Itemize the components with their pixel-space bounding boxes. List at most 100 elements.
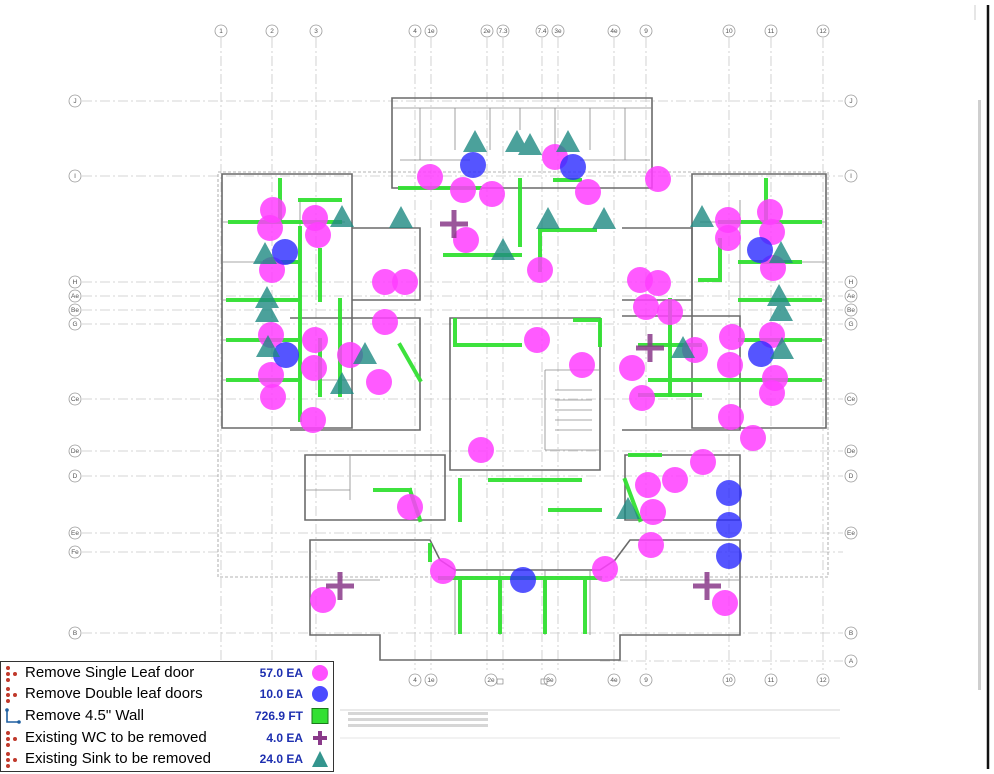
- svg-text:1e: 1e: [427, 28, 435, 35]
- legend-row-double-leaf-door: Remove Double leaf doors 10.0 EA: [1, 684, 333, 704]
- grid-bubble-top: 9: [639, 24, 653, 38]
- svg-text:J: J: [849, 98, 852, 105]
- svg-text:Ee: Ee: [847, 530, 855, 537]
- grid-bubble-right: Ce: [844, 392, 858, 406]
- legend-row-single-leaf-door: Remove Single Leaf door 57.0 EA: [1, 663, 333, 683]
- grid-bubbles: 1 2 3 4 1e 2e 7.3 7.4 3e 4e 9 10 11 124 1e 2e 3e 4e 9 10 11 1…: [68, 24, 858, 687]
- svg-text:I: I: [850, 173, 852, 180]
- grid-bubble-left: H: [68, 275, 82, 289]
- svg-text:4: 4: [413, 28, 417, 35]
- grid-bubble-top: 1: [214, 24, 228, 38]
- legend-label: Remove Single Leaf door: [25, 664, 195, 681]
- legend-quantity: 57.0 EA: [259, 666, 303, 680]
- svg-text:Fe: Fe: [71, 549, 79, 556]
- grid-bubble-left: Ce: [68, 392, 82, 406]
- svg-text:1e: 1e: [427, 677, 435, 684]
- grid-bubble-top: 11: [764, 24, 778, 38]
- legend-label: Remove 4.5" Wall: [25, 707, 144, 724]
- legend-label: Existing WC to be removed: [25, 729, 207, 746]
- svg-text:A: A: [849, 658, 854, 665]
- purple-cross-icon: [313, 731, 327, 745]
- svg-text:11: 11: [768, 28, 775, 35]
- svg-text:10: 10: [725, 28, 733, 35]
- takeoff-linear-icon: [5, 708, 21, 724]
- grid-bubble-bottom: 4: [408, 673, 422, 687]
- svg-text:3: 3: [314, 28, 318, 35]
- svg-text:De: De: [847, 448, 856, 455]
- svg-text:10: 10: [725, 677, 733, 684]
- svg-text:Be: Be: [847, 307, 855, 314]
- svg-text:3e: 3e: [546, 677, 554, 684]
- double-leaf-door-markers: [272, 152, 774, 593]
- legend-quantity: 24.0 EA: [259, 752, 303, 766]
- legend-row-sink: Existing Sink to be removed 24.0 EA: [1, 749, 333, 769]
- teal-triangle-icon: [312, 751, 328, 767]
- grid-bubble-left: De: [68, 444, 82, 458]
- grid-bubble-right: De: [844, 444, 858, 458]
- svg-text:11: 11: [768, 677, 775, 684]
- grid-bubble-top: 2: [265, 24, 279, 38]
- legend-row-wall: Remove 4.5" Wall 726.9 FT: [1, 706, 333, 726]
- grid-bubble-bottom: 10: [722, 673, 736, 687]
- svg-text:G: G: [848, 321, 853, 328]
- grid-bubble-bottom: 12: [816, 673, 830, 687]
- svg-text:4e: 4e: [610, 677, 618, 684]
- grid-bubble-top: 4e: [607, 24, 621, 38]
- svg-text:Ce: Ce: [847, 396, 856, 403]
- svg-text:4: 4: [413, 677, 417, 684]
- grid-bubble-bottom: 11: [764, 673, 778, 687]
- svg-text:Ee: Ee: [71, 530, 79, 537]
- grid-bubble-left: B: [68, 626, 82, 640]
- grid-bubble-right: A: [844, 654, 858, 668]
- grid-bubble-left: G: [68, 317, 82, 331]
- grid-bubble-left: Ae: [68, 289, 82, 303]
- svg-text:D: D: [73, 473, 78, 480]
- grid-bubble-right: D: [844, 469, 858, 483]
- magenta-circle-icon: [312, 665, 328, 681]
- svg-text:7.3: 7.3: [498, 28, 507, 35]
- svg-text:J: J: [73, 98, 76, 105]
- grid-bubble-right: J: [844, 94, 858, 108]
- svg-text:Ae: Ae: [71, 293, 79, 300]
- grid-bubble-right: Ae: [844, 289, 858, 303]
- grid-bubble-right: Be: [844, 303, 858, 317]
- svg-text:2: 2: [270, 28, 274, 35]
- grid-bubble-top: 7.3: [496, 24, 510, 38]
- svg-text:1: 1: [219, 28, 223, 35]
- wc-markers: [326, 210, 721, 600]
- grid-bubble-right: Ee: [844, 526, 858, 540]
- grid-bubble-right: B: [844, 626, 858, 640]
- blue-circle-icon: [312, 686, 328, 702]
- svg-text:B: B: [849, 630, 853, 637]
- grid-bubble-top: 3: [309, 24, 323, 38]
- green-square-icon: [311, 708, 329, 724]
- legend: Remove Single Leaf door 57.0 EA Remove D…: [0, 661, 334, 772]
- svg-text:H: H: [849, 279, 854, 286]
- svg-text:3e: 3e: [554, 28, 562, 35]
- drawing-notes: [340, 678, 840, 739]
- grid-bubble-right: G: [844, 317, 858, 331]
- svg-text:12: 12: [819, 28, 827, 35]
- grid-bubble-top: 12: [816, 24, 830, 38]
- grid-bubble-top: 10: [722, 24, 736, 38]
- svg-text:12: 12: [819, 677, 827, 684]
- svg-text:D: D: [849, 473, 854, 480]
- grid-bubble-top: 4: [408, 24, 422, 38]
- grid-bubble-bottom: 9: [639, 673, 653, 687]
- svg-text:2e: 2e: [487, 677, 495, 684]
- grid-bubble-left: J: [68, 94, 82, 108]
- legend-row-wc: Existing WC to be removed 4.0 EA: [1, 728, 333, 748]
- grid-bubble-right: H: [844, 275, 858, 289]
- grid-bubble-left: Fe: [68, 545, 82, 559]
- grid-bubble-bottom: 1e: [424, 673, 438, 687]
- grid-bubble-right: I: [844, 169, 858, 183]
- grid-lines: [82, 38, 843, 670]
- svg-text:B: B: [73, 630, 77, 637]
- grid-bubble-bottom: 4e: [607, 673, 621, 687]
- legend-label: Remove Double leaf doors: [25, 685, 203, 702]
- svg-text:Ce: Ce: [71, 396, 80, 403]
- takeoff-count-icon: [4, 686, 22, 703]
- grid-bubble-top: 2e: [480, 24, 494, 38]
- takeoff-count-icon: [4, 751, 22, 768]
